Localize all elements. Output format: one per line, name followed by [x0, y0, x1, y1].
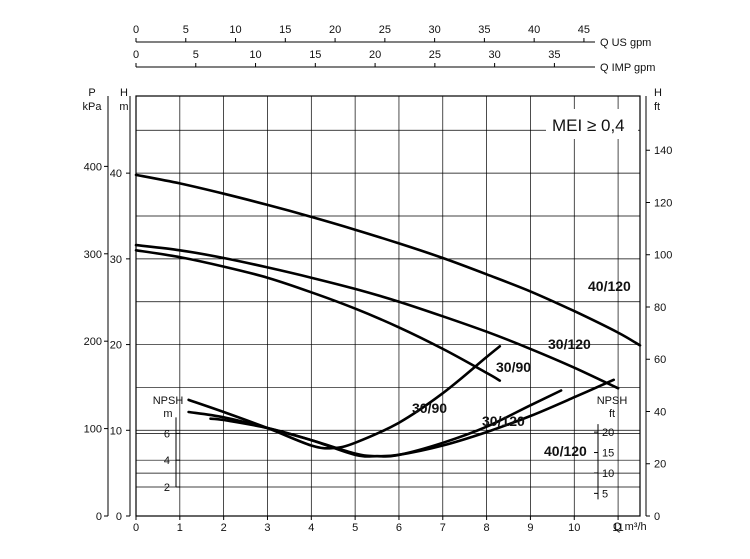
- pressure-tick-label: 100: [84, 424, 102, 436]
- pressure-axis-label: P: [88, 87, 95, 99]
- npsh-ft-axis-label: NPSH: [597, 395, 628, 407]
- x-tick-label: 10: [568, 522, 580, 534]
- npsh-ft-tick-label: 20: [602, 427, 614, 439]
- head-ft-tick-label: 100: [654, 250, 672, 262]
- head-m-tick-label: 0: [116, 511, 122, 523]
- pressure-axis-label: kPa: [83, 101, 103, 113]
- head-curve-label: 40/120: [588, 278, 631, 294]
- head-curve-label: 30/90: [496, 359, 531, 375]
- top-axis-tick-label: 0: [133, 49, 139, 61]
- top-axis-tick-label: 30: [489, 49, 501, 61]
- npsh-m-tick-label: 6: [164, 428, 170, 440]
- head-ft-tick-label: 40: [654, 406, 666, 418]
- top-axis-tick-label: 40: [528, 24, 540, 36]
- npsh-curve-40-120: [209, 378, 615, 458]
- head-curve-30-120: [134, 243, 620, 390]
- npsh-curve-label: 30/90: [412, 400, 447, 416]
- top-axis-label: Q IMP gpm: [600, 62, 655, 74]
- top-axis-tick-label: 20: [369, 49, 381, 61]
- top-axis-tick-label: 15: [279, 24, 291, 36]
- top-axis-tick-label: 10: [249, 49, 261, 61]
- x-tick-label: 1: [177, 522, 183, 534]
- head-m-tick-label: 10: [110, 425, 122, 437]
- axes: 0 1 2 3 4 5 6 7 8 9 10 110 5 10 15 20 25 30 35 40 45Q US gpm…: [83, 24, 673, 534]
- head-m-axis-label: H: [120, 87, 128, 99]
- head-m-tick-label: 20: [110, 340, 122, 352]
- npsh-m-tick-label: 2: [164, 482, 170, 494]
- mei-box: MEI ≥ 0,4: [546, 109, 638, 139]
- x-tick-label: 7: [440, 522, 446, 534]
- pressure-tick-label: 200: [84, 336, 102, 348]
- npsh-ft-tick-label: 15: [602, 448, 614, 460]
- npsh-curve-label: 40/120: [544, 443, 587, 459]
- x-tick-label: 0: [133, 522, 139, 534]
- top-axis-tick-label: 30: [428, 24, 440, 36]
- pressure-tick-label: 400: [84, 161, 102, 173]
- top-axis-tick-label: 35: [478, 24, 490, 36]
- npsh-m-axis-label: NPSH: [153, 395, 184, 407]
- plot-frame: [135, 95, 641, 517]
- curve-labels: 40/120 30/120 30/90 30/90 30/120 40/120: [412, 278, 631, 459]
- x-tick-label: 2: [221, 522, 227, 534]
- top-axis-tick-label: 5: [183, 24, 189, 36]
- mei-label: MEI ≥ 0,4: [552, 116, 625, 135]
- x-tick-label: 9: [527, 522, 533, 534]
- head-m-tick-label: 30: [110, 254, 122, 266]
- head-curve-30-90: [134, 249, 502, 382]
- top-axis-tick-label: 15: [309, 49, 321, 61]
- head-ft-tick-label: 140: [654, 145, 672, 157]
- head-curve-40-120: [134, 173, 642, 347]
- head-ft-tick-label: 20: [654, 459, 666, 471]
- head-ft-tick-label: 60: [654, 354, 666, 366]
- head-ft-tick-label: 120: [654, 197, 672, 209]
- top-axis-tick-label: 5: [193, 49, 199, 61]
- head-ft-axis-label: ft: [654, 101, 660, 113]
- top-axis-tick-label: 25: [429, 49, 441, 61]
- top-axis-tick-label: 35: [548, 49, 560, 61]
- top-axis-label: Q US gpm: [600, 37, 651, 49]
- top-axis-tick-label: 20: [329, 24, 341, 36]
- top-axis-tick-label: 25: [379, 24, 391, 36]
- x-tick-label: 4: [308, 522, 314, 534]
- top-axis-tick-label: 45: [578, 24, 590, 36]
- npsh-m-axis-label: m: [163, 408, 172, 420]
- npsh-curve-label: 30/120: [482, 413, 525, 429]
- top-axis-tick-label: 0: [133, 24, 139, 36]
- x-tick-label: 6: [396, 522, 402, 534]
- head-ft-tick-label: 80: [654, 302, 666, 314]
- pressure-tick-label: 300: [84, 249, 102, 261]
- x-tick-label: 3: [264, 522, 270, 534]
- npsh-m-tick-label: 4: [164, 455, 170, 467]
- x-axis-label: Q m³/h: [613, 521, 647, 533]
- head-ft-tick-label: 0: [654, 511, 660, 523]
- npsh-curve-30-90: [187, 345, 502, 450]
- x-tick-label: 5: [352, 522, 358, 534]
- head-ft-axis-label: H: [654, 87, 662, 99]
- curves: [134, 173, 642, 458]
- head-m-axis-label: m: [119, 101, 128, 113]
- npsh-ft-tick-label: 5: [602, 488, 608, 500]
- x-tick-label: 8: [484, 522, 490, 534]
- top-axis-tick-label: 10: [229, 24, 241, 36]
- npsh-ft-tick-label: 10: [602, 468, 614, 480]
- pressure-tick-label: 0: [96, 511, 102, 523]
- npsh-ft-axis-label: ft: [609, 408, 615, 420]
- head-curve-label: 30/120: [548, 336, 591, 352]
- head-m-tick-label: 40: [110, 168, 122, 180]
- x-tick-label: 11: [612, 522, 623, 534]
